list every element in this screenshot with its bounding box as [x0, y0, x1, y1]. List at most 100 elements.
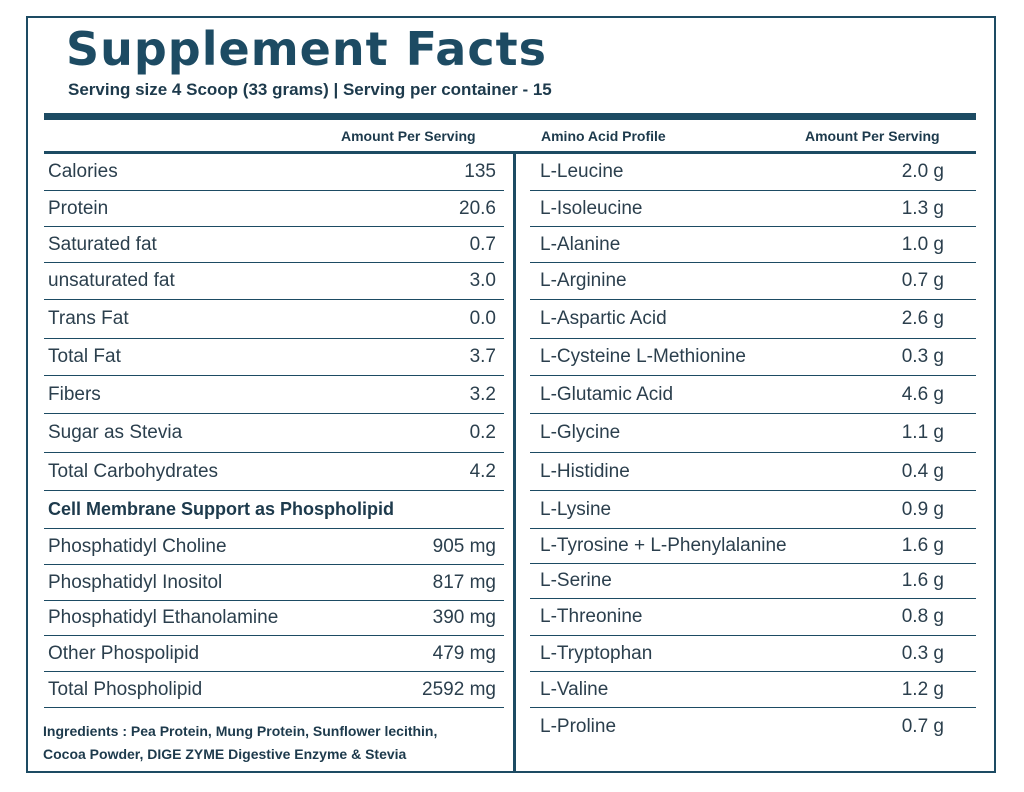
amino-acid-label: L-Arginine — [540, 270, 627, 291]
amino-acid-value: 4.6 g — [901, 383, 944, 405]
amino-acid-row: L-Proline 0.7 g — [530, 708, 976, 746]
amino-acid-row: L-Valine 1.2 g — [530, 672, 976, 708]
nutrient-value: 3.0 — [469, 270, 496, 291]
nutrient-row: Saturated fat 0.7 — [44, 227, 504, 263]
phospholipid-row: Total Phospholipid 2592 mg — [44, 672, 504, 708]
phospholipid-value: 2592 mg — [422, 678, 496, 700]
nutrient-row: Calories 135 — [44, 154, 504, 191]
nutrient-row: Total Fat 3.7 — [44, 339, 504, 376]
amino-acid-value: 0.7 g — [901, 716, 944, 737]
label-frame — [26, 16, 996, 773]
amino-acid-label: L-Glutamic Acid — [540, 383, 674, 405]
amino-acid-label: L-Tyrosine + L-Phenylalanine — [540, 535, 787, 556]
amino-acid-label: L-Isoleucine — [540, 197, 643, 219]
phospholipid-value: 905 mg — [432, 535, 496, 557]
serving-info: Serving size 4 Scoop (33 grams) | Servin… — [68, 80, 552, 99]
amino-acid-row: L-Threonine 0.8 g — [530, 599, 976, 636]
phospholipid-row: Other Phospolipid 479 mg — [44, 636, 504, 672]
nutrient-row: Trans Fat 0.0 — [44, 300, 504, 339]
phospholipid-label: Phosphatidyl Choline — [48, 535, 227, 557]
nutrient-label: Saturated fat — [48, 233, 157, 255]
amino-acid-row: L-Cysteine L-Methionine 0.3 g — [530, 339, 976, 376]
nutrient-value: 0.7 — [469, 233, 496, 255]
amino-acid-value: 0.9 g — [901, 498, 944, 520]
nutrient-label: Calories — [48, 161, 118, 182]
amino-acid-value: 1.1 g — [901, 422, 944, 443]
nutrient-value: 0.2 — [469, 422, 496, 443]
amino-acid-label: L-Proline — [540, 716, 617, 737]
phospholipid-label: Total Phospholipid — [48, 678, 203, 700]
nutrient-label: Protein — [48, 197, 109, 219]
amino-acid-label: L-Aspartic Acid — [540, 308, 667, 329]
amino-acid-label: L-Cysteine L-Methionine — [540, 346, 746, 367]
amino-acid-row: L-Glutamic Acid 4.6 g — [530, 376, 976, 414]
phospholipid-label: Phosphatidyl Inositol — [48, 571, 223, 593]
ingredients-list: Ingredients : Pea Protein, Mung Protein,… — [43, 720, 505, 766]
phospholipid-value: 390 mg — [432, 607, 496, 628]
amino-acid-value: 1.2 g — [901, 678, 944, 700]
nutrient-value: 3.2 — [469, 383, 496, 405]
amino-acid-row: L-Lysine 0.9 g — [530, 491, 976, 529]
phospholipid-value: 479 mg — [432, 642, 496, 664]
amino-acid-value: 1.3 g — [901, 197, 944, 219]
phospholipid-row: Phosphatidyl Inositol 817 mg — [44, 565, 504, 601]
amino-acid-row: L-Aspartic Acid 2.6 g — [530, 300, 976, 339]
nutrient-row: Fibers 3.2 — [44, 376, 504, 414]
amino-acid-row: L-Isoleucine 1.3 g — [530, 191, 976, 227]
amino-acid-value: 2.0 g — [901, 161, 944, 182]
right-header-rule — [514, 151, 976, 154]
nutrient-row: Total Carbohydrates 4.2 — [44, 453, 504, 491]
amino-acid-label: L-Alanine — [540, 233, 621, 255]
amino-acid-label: L-Tryptophan — [540, 642, 653, 664]
amino-acid-label: L-Valine — [540, 678, 609, 700]
amino-acid-row: L-Leucine 2.0 g — [530, 154, 976, 191]
amino-acid-row: L-Serine 1.6 g — [530, 564, 976, 599]
ingredients-line: Cocoa Powder, DIGE ZYME Digestive Enzyme… — [43, 746, 407, 762]
amino-acid-value: 0.4 g — [901, 460, 944, 482]
amino-acid-row: L-Tryptophan 0.3 g — [530, 636, 976, 672]
nutrient-label: Total Carbohydrates — [48, 460, 219, 482]
amino-acid-row: L-Alanine 1.0 g — [530, 227, 976, 263]
page-title: Supplement Facts — [66, 22, 547, 76]
amino-acid-label: L-Histidine — [540, 460, 630, 482]
amino-acid-row: L-Arginine 0.7 g — [530, 263, 976, 300]
amino-acid-row: L-Histidine 0.4 g — [530, 453, 976, 491]
nutrient-row: unsaturated fat 3.0 — [44, 263, 504, 300]
phospholipid-heading-label: Cell Membrane Support as Phospholipid — [48, 499, 395, 519]
nutrient-label: Trans Fat — [48, 308, 129, 329]
amino-acid-label: L-Threonine — [540, 606, 643, 627]
nutrient-label: unsaturated fat — [48, 270, 175, 291]
phospholipid-heading: Cell Membrane Support as Phospholipid — [44, 491, 504, 529]
amino-acid-row: L-Glycine 1.1 g — [530, 414, 976, 453]
nutrient-value: 3.7 — [469, 346, 496, 367]
nutrient-label: Sugar as Stevia — [48, 422, 183, 443]
nutrient-row: Protein 20.6 — [44, 191, 504, 227]
amino-acid-value: 0.3 g — [901, 346, 944, 367]
amino-acid-label: L-Lysine — [540, 498, 612, 520]
phospholipid-row: Phosphatidyl Ethanolamine 390 mg — [44, 601, 504, 636]
nutrient-value: 0.0 — [469, 308, 496, 329]
column-divider — [513, 154, 516, 772]
nutrient-label: Total Fat — [48, 346, 121, 367]
amino-acid-value: 1.6 g — [901, 570, 944, 591]
amino-acid-value: 0.7 g — [901, 270, 944, 291]
right-amount-header: Amount Per Serving — [805, 128, 940, 144]
nutrient-row: Sugar as Stevia 0.2 — [44, 414, 504, 453]
amino-acid-header: Amino Acid Profile — [541, 128, 666, 144]
nutrient-value: 4.2 — [469, 460, 496, 482]
header-divider — [44, 113, 976, 120]
left-amount-header: Amount Per Serving — [341, 128, 476, 144]
ingredients-line: Ingredients : Pea Protein, Mung Protein,… — [43, 723, 438, 739]
amino-acid-value: 2.6 g — [901, 308, 944, 329]
phospholipid-value: 817 mg — [432, 571, 496, 593]
phospholipid-label: Other Phospolipid — [48, 642, 200, 664]
amino-acid-row: L-Tyrosine + L-Phenylalanine 1.6 g — [530, 529, 976, 564]
amino-acid-value: 1.0 g — [901, 233, 944, 255]
amino-acid-value: 0.3 g — [901, 642, 944, 664]
phospholipid-label: Phosphatidyl Ethanolamine — [48, 607, 279, 628]
phospholipid-row: Phosphatidyl Choline 905 mg — [44, 529, 504, 565]
nutrient-value: 135 — [464, 161, 496, 182]
amino-acid-label: L-Glycine — [540, 422, 621, 443]
amino-acid-label: L-Leucine — [540, 161, 624, 182]
nutrient-value: 20.6 — [459, 197, 496, 219]
